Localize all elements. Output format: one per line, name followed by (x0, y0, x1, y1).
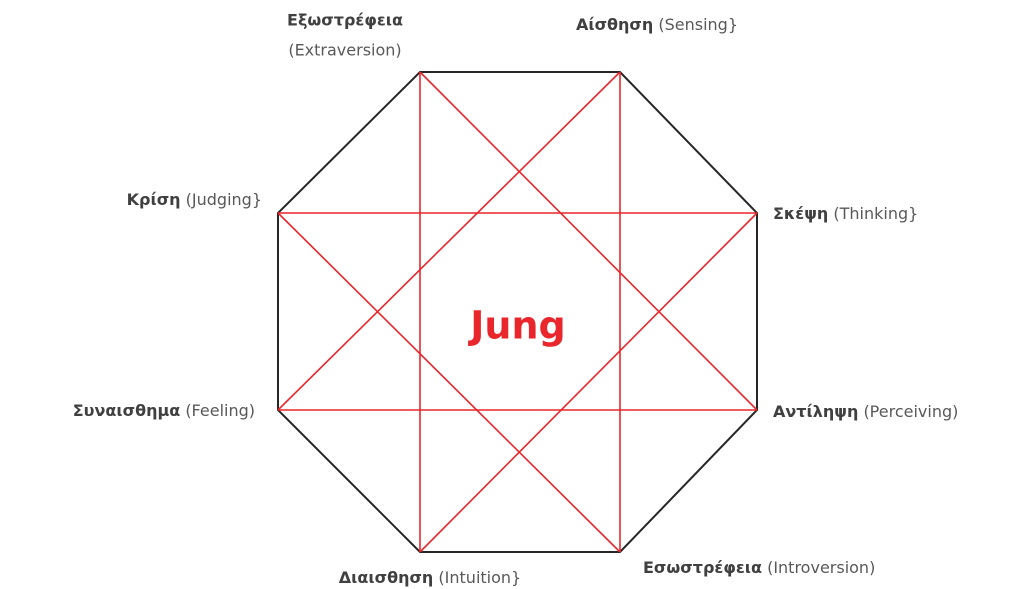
node-sublabel: (Thinking} (833, 204, 918, 223)
node-sublabel: (Judging} (186, 190, 262, 209)
star-line (277, 71, 621, 411)
node-sublabel: (Sensing} (658, 15, 738, 34)
star-line (419, 71, 758, 411)
node-label: Εξωστρέφεια (287, 11, 403, 30)
node-text: Αίσθηση (Sensing} (576, 15, 738, 34)
node-text: Συναισθημα (Feeling) (73, 401, 255, 420)
node-label: Εσωστρέφεια (643, 558, 762, 577)
node-text: Διαισθηση (Intuition} (339, 568, 521, 587)
node-sublabel: (Feeling) (185, 401, 255, 420)
node-sublabel: (Intuition} (438, 568, 521, 587)
node-text: Σκέψη (Thinking} (773, 204, 918, 223)
title: Jung (467, 304, 565, 348)
star-line (277, 212, 621, 553)
node-label: Κρίση (127, 190, 181, 209)
node-sublabel: (Perceiving) (863, 402, 958, 421)
node-label: Αντίληψη (773, 402, 858, 421)
node-label: Σκέψη (773, 204, 828, 223)
node-sublabel: (Extraversion) (288, 41, 401, 60)
node-label: Συναισθημα (73, 401, 180, 420)
star-line (419, 212, 758, 553)
node-label: Διαισθηση (339, 568, 434, 587)
node-sublabel: (Introversion) (767, 558, 875, 577)
star (277, 71, 758, 553)
node-text: Κρίση (Judging} (127, 190, 262, 209)
node-label: Αίσθηση (576, 15, 653, 34)
node-text: Εσωστρέφεια (Introversion) (643, 558, 875, 577)
node-text: Αντίληψη (Perceiving) (773, 402, 958, 421)
